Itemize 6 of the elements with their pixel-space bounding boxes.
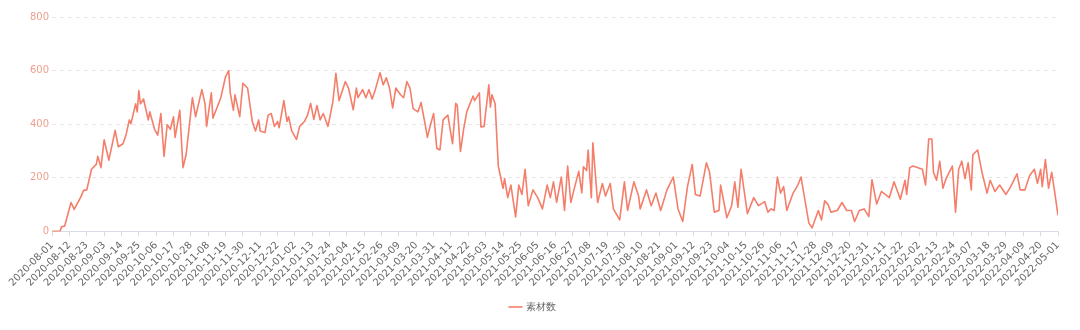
y-tick-label: 0 [42,225,50,237]
y-tick-label: 600 [30,64,50,76]
y-tick-label: 800 [30,10,50,22]
y-tick-label: 200 [30,171,50,183]
legend-label: 素材数 [525,300,556,312]
y-tick-label: 400 [30,117,50,129]
